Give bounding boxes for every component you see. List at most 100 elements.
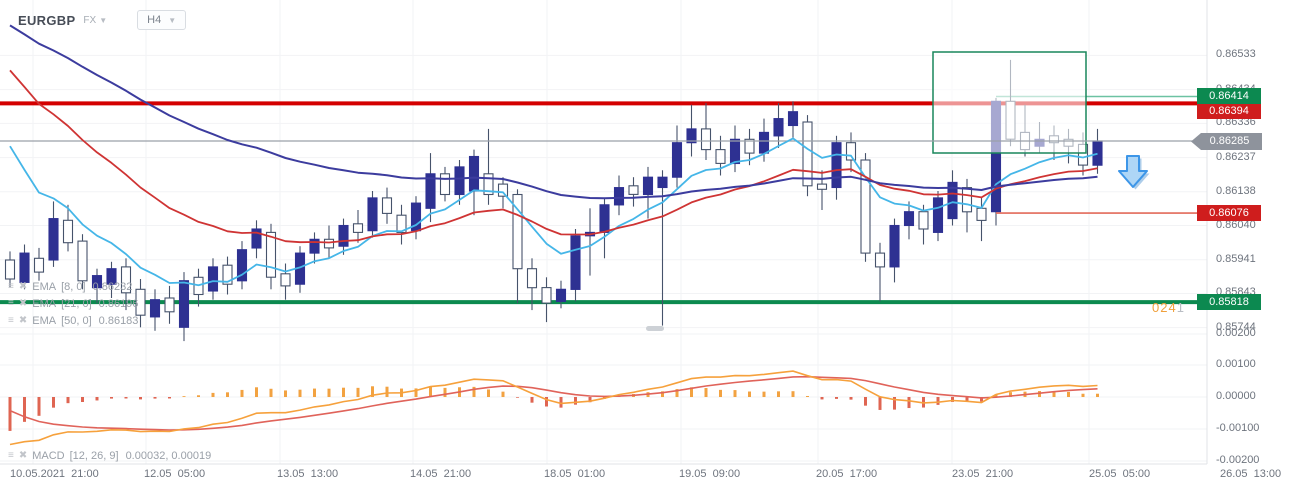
indicator-settings-icon[interactable]: ≡ [8, 298, 14, 309]
macd-line[interactable] [9, 370, 1098, 446]
candle-bear [816, 183, 828, 190]
indicator-name: EMA [32, 281, 57, 293]
indicator-remove-icon[interactable]: ✖ [18, 315, 28, 326]
ema-8-line[interactable] [9, 137, 1098, 287]
candle-bull [599, 204, 610, 233]
candle-bull [367, 197, 378, 232]
candle-bull [236, 249, 248, 282]
candle-bear [700, 128, 712, 151]
indicator-params: [50, 0] [61, 315, 92, 327]
time-axis-label: 26.05 13:00 [1220, 468, 1282, 480]
indicator-params: [8, 0] [61, 281, 86, 293]
level-price-badge: 0.86076 [1197, 205, 1261, 221]
legend-ema-50: ≡ ✖ EMA [50, 0] 0.86183 [8, 315, 138, 327]
candle-bear [135, 288, 146, 316]
chevron-down-icon: ▼ [168, 15, 177, 25]
gridlines [0, 0, 1208, 465]
candle-bull [657, 176, 668, 189]
candle-bear [164, 297, 175, 313]
indicator-value: 0.86196 [98, 298, 139, 310]
candle-bear [874, 252, 886, 268]
indicator-params: [12, 26, 9] [69, 450, 119, 462]
price-axis-label: 0.86336 [1216, 116, 1256, 128]
candle-bull [831, 142, 842, 189]
candle-bear [512, 193, 523, 270]
candle-bull [338, 224, 349, 247]
price-axis-label: 0.86138 [1216, 185, 1256, 197]
candle-bear [526, 268, 538, 289]
candle-bear [280, 273, 291, 287]
candle-bear [628, 185, 639, 195]
time-axis-label: 25.05 05:00 [1089, 468, 1151, 480]
time-axis-label: 12.05 05:00 [144, 468, 206, 480]
indicator-settings-icon[interactable]: ≡ [8, 450, 14, 461]
time-axis-label: 13.05 13:00 [277, 468, 339, 480]
market-selector[interactable]: FX ▼ [83, 15, 107, 26]
candle-bear [860, 159, 871, 254]
panel-divider-handle[interactable] [646, 326, 664, 331]
time-axis-label: 23.05 21:00 [952, 468, 1014, 480]
down-arrow-icon[interactable] [1118, 155, 1148, 188]
indicator-remove-icon[interactable]: ✖ [18, 450, 28, 461]
timeframe-label: H4 [147, 14, 162, 26]
candle-bull [671, 142, 683, 178]
indicator-params: [21, 0] [61, 298, 92, 310]
candle-bull [207, 266, 219, 292]
candle-bull [570, 235, 581, 290]
macd-axis-label: 0.00100 [1216, 358, 1256, 370]
candle-bear [715, 149, 726, 164]
candle-bull [425, 173, 436, 209]
candle-bull [91, 275, 103, 289]
macd-axis-label: 0.00200 [1216, 327, 1256, 339]
candle-bear [845, 142, 857, 161]
candle-bull [889, 224, 900, 268]
macd-axis-label: 0.00000 [1216, 390, 1256, 402]
indicator-value: 0.00032, 0.00019 [125, 450, 212, 462]
candle-bear [961, 187, 973, 213]
level-price-badge: 0.86394 [1197, 103, 1261, 119]
candle-bull [309, 238, 320, 254]
market-label: FX [83, 14, 97, 26]
indicator-remove-icon[interactable]: ✖ [18, 281, 28, 292]
highlight-box[interactable] [932, 51, 1087, 154]
candle-bull [555, 288, 567, 302]
time-axis-label: 19.05 09:00 [679, 468, 741, 480]
macd-histogram [8, 386, 1099, 431]
candle-bull [686, 128, 697, 144]
indicator-remove-icon[interactable]: ✖ [18, 298, 28, 309]
ema-50-line[interactable] [9, 24, 1098, 200]
chart-canvas[interactable] [0, 0, 1270, 493]
indicator-settings-icon[interactable]: ≡ [8, 315, 14, 326]
candle-bull [932, 197, 944, 233]
price-axis-label: 0.86040 [1216, 219, 1256, 231]
candle-bull [48, 218, 59, 261]
candle-bull [106, 268, 117, 285]
chart-header: EURGBP FX ▼ H4 ▼ [18, 10, 187, 30]
macd-axis-label: -0.00100 [1216, 422, 1260, 434]
candle-bull [787, 111, 799, 127]
legend-macd: ≡ ✖ MACD [12, 26, 9] 0.00032, 0.00019 [8, 450, 211, 462]
current-price-badge: 0.86285 [1191, 133, 1262, 150]
candle-bull [729, 138, 741, 165]
price-axis-label: 0.85744 [1216, 321, 1256, 333]
timeframe-dropdown[interactable]: H4 ▼ [137, 10, 187, 30]
candle-bull [149, 299, 161, 318]
indicator-settings-icon[interactable]: ≡ [8, 281, 14, 292]
time-axis-label: 14.05 21:00 [410, 468, 472, 480]
time-axis-label: 18.05 01:00 [544, 468, 606, 480]
candle-bear [62, 219, 74, 244]
candle-bear [77, 240, 88, 282]
candle-bear [483, 173, 494, 196]
candle-bull [758, 131, 770, 154]
candle-bull [251, 228, 262, 249]
ema-21-line[interactable] [9, 69, 1098, 244]
candle-bear [381, 197, 393, 214]
macd-signal-line[interactable] [9, 375, 1098, 431]
candle-bear [439, 173, 451, 196]
time-axis-label: 20.05 17:00 [816, 468, 878, 480]
macd-axis-label: -0.00200 [1216, 454, 1260, 466]
candle-bull [454, 166, 465, 196]
candle-bear [976, 207, 987, 221]
indicator-name: EMA [32, 298, 57, 310]
